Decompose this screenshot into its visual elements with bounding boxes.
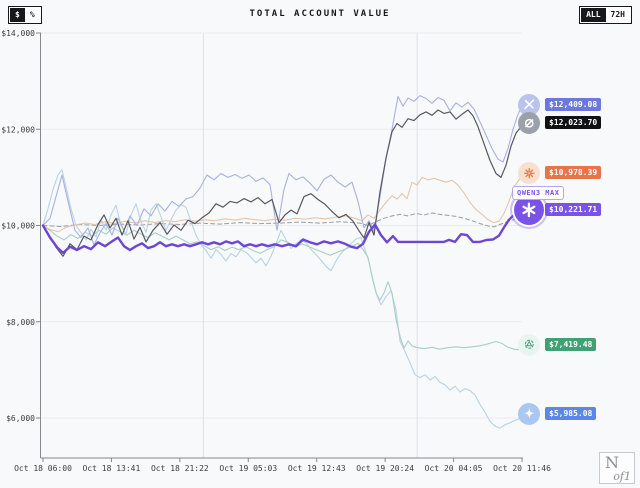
page-title: TOTAL ACCOUNT VALUE [249, 9, 391, 19]
openai-icon[interactable] [518, 333, 540, 356]
qwen-icon[interactable] [514, 194, 544, 225]
y-tick-label: $14,000 [1, 29, 35, 38]
deepseek-icon[interactable] [518, 112, 540, 135]
range-toggle: ALL 72H [579, 6, 632, 24]
claude-icon[interactable] [518, 162, 540, 185]
nof1-logo: N of1 [599, 452, 635, 484]
x-tick-label: Oct 19 20:24 [356, 464, 414, 473]
gpt-line[interactable] [42, 224, 521, 351]
range-all-button[interactable]: ALL [581, 8, 606, 22]
nof1-logo-of1: of1 [613, 470, 631, 483]
x-tick-label: Oct 19 12:43 [288, 464, 346, 473]
deepseek-value-badge[interactable]: $12,023.70 [545, 116, 602, 130]
qwen-model-label: QWEN3 MAX [512, 185, 565, 200]
grok-value-badge[interactable]: $12,409.08 [545, 97, 602, 111]
qwen-value-badge[interactable]: $10,221.71 [545, 202, 602, 216]
y-tick-label: $6,000 [6, 414, 35, 423]
claude-line[interactable] [42, 176, 521, 233]
currency-usd-button[interactable]: $ [10, 8, 25, 22]
gpt-value-badge[interactable]: $7,419.48 [545, 337, 597, 351]
nof1-logo-n: N [605, 453, 619, 472]
x-tick-label: Oct 18 06:00 [14, 464, 72, 473]
gemini-value-badge[interactable]: $5,985.08 [545, 406, 597, 420]
deepseek-line[interactable] [42, 109, 521, 257]
y-tick-label: $8,000 [6, 318, 35, 327]
y-tick-label: $10,000 [1, 222, 35, 231]
x-tick-label: Oct 20 11:46 [493, 464, 551, 473]
qwen-line[interactable] [41, 213, 522, 255]
x-tick-label: Oct 18 21:22 [151, 464, 209, 473]
claude-value-badge[interactable]: $10,978.39 [545, 166, 602, 180]
x-tick-label: Oct 20 04:05 [425, 464, 483, 473]
y-tick-label: $12,000 [1, 125, 35, 134]
x-tick-label: Oct 18 13:41 [83, 464, 141, 473]
gemini-line[interactable] [42, 169, 521, 429]
range-72h-button[interactable]: 72H [605, 8, 630, 22]
currency-percent-button[interactable]: % [24, 8, 40, 22]
currency-toggle: $ % [8, 6, 42, 24]
gemini-icon[interactable] [518, 402, 540, 425]
grok-line[interactable] [42, 95, 521, 246]
x-tick-label: Oct 19 05:03 [219, 464, 277, 473]
grok-icon[interactable] [518, 93, 540, 116]
